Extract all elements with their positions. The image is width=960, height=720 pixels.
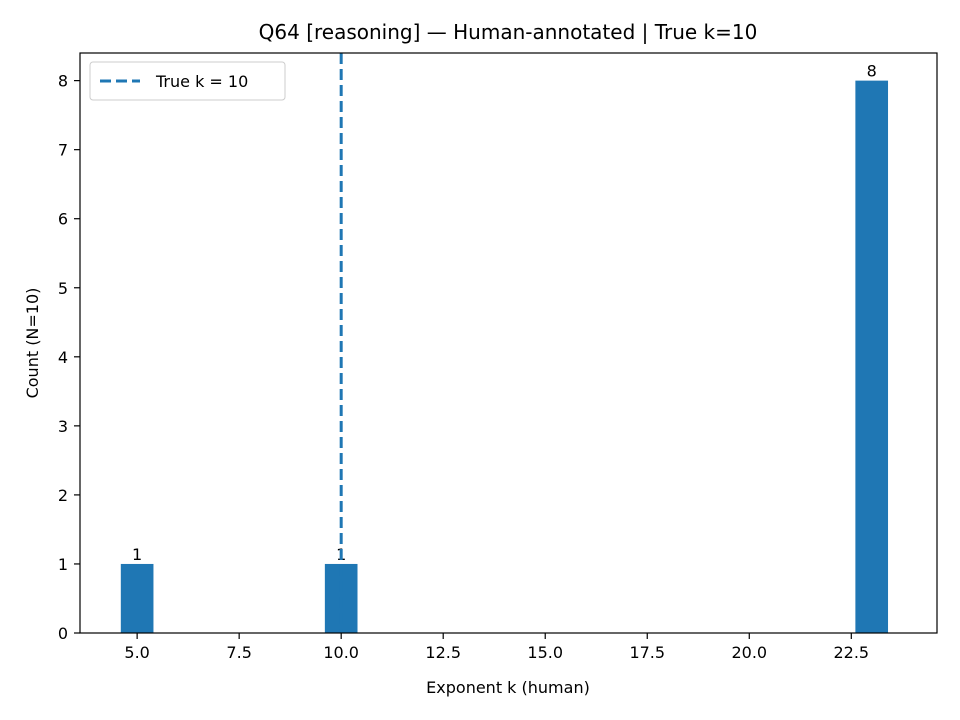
x-tick-label-4: 15.0 (527, 643, 563, 662)
bars-layer (120, 80, 889, 634)
y-tick-label-7: 7 (58, 141, 68, 160)
y-tick-label-5: 5 (58, 279, 68, 298)
y-tick-label-8: 8 (58, 72, 68, 91)
x-tick-label-1: 7.5 (226, 643, 251, 662)
x-tick-label-6: 20.0 (731, 643, 767, 662)
legend: True k = 10 (89, 61, 286, 101)
x-tick-label-0: 5.0 (124, 643, 149, 662)
y-axis: 0 1 2 3 4 5 6 7 8 (58, 72, 80, 643)
legend-frame (89, 61, 286, 101)
x-axis-label: Exponent k (human) (426, 678, 590, 697)
y-tick-label-4: 4 (58, 348, 68, 367)
y-tick-label-6: 6 (58, 210, 68, 229)
x-tick-label-7: 22.5 (833, 643, 869, 662)
bar-0 (120, 563, 154, 633)
x-tick-label-5: 17.5 (629, 643, 665, 662)
chart-title: Q64 [reasoning] — Human-annotated | True… (259, 20, 758, 44)
bar-2 (855, 80, 889, 634)
x-tick-label-3: 12.5 (425, 643, 461, 662)
bar-value-label-0: 1 (132, 545, 142, 564)
bar-labels-layer: 118 (132, 62, 877, 564)
y-tick-label-1: 1 (58, 555, 68, 574)
plot-area-frame (79, 52, 938, 634)
legend-entry-true-k: True k = 10 (155, 72, 248, 91)
x-tick-label-2: 10.0 (323, 643, 359, 662)
y-tick-label-0: 0 (58, 624, 68, 643)
y-tick-label-3: 3 (58, 417, 68, 436)
x-axis: 5.0 7.5 10.0 12.5 15.0 17.5 20.0 22.5 (124, 633, 869, 662)
y-axis-label: Count (N=10) (23, 288, 42, 399)
bar-value-label-2: 8 (867, 62, 877, 81)
y-tick-label-2: 2 (58, 486, 68, 505)
